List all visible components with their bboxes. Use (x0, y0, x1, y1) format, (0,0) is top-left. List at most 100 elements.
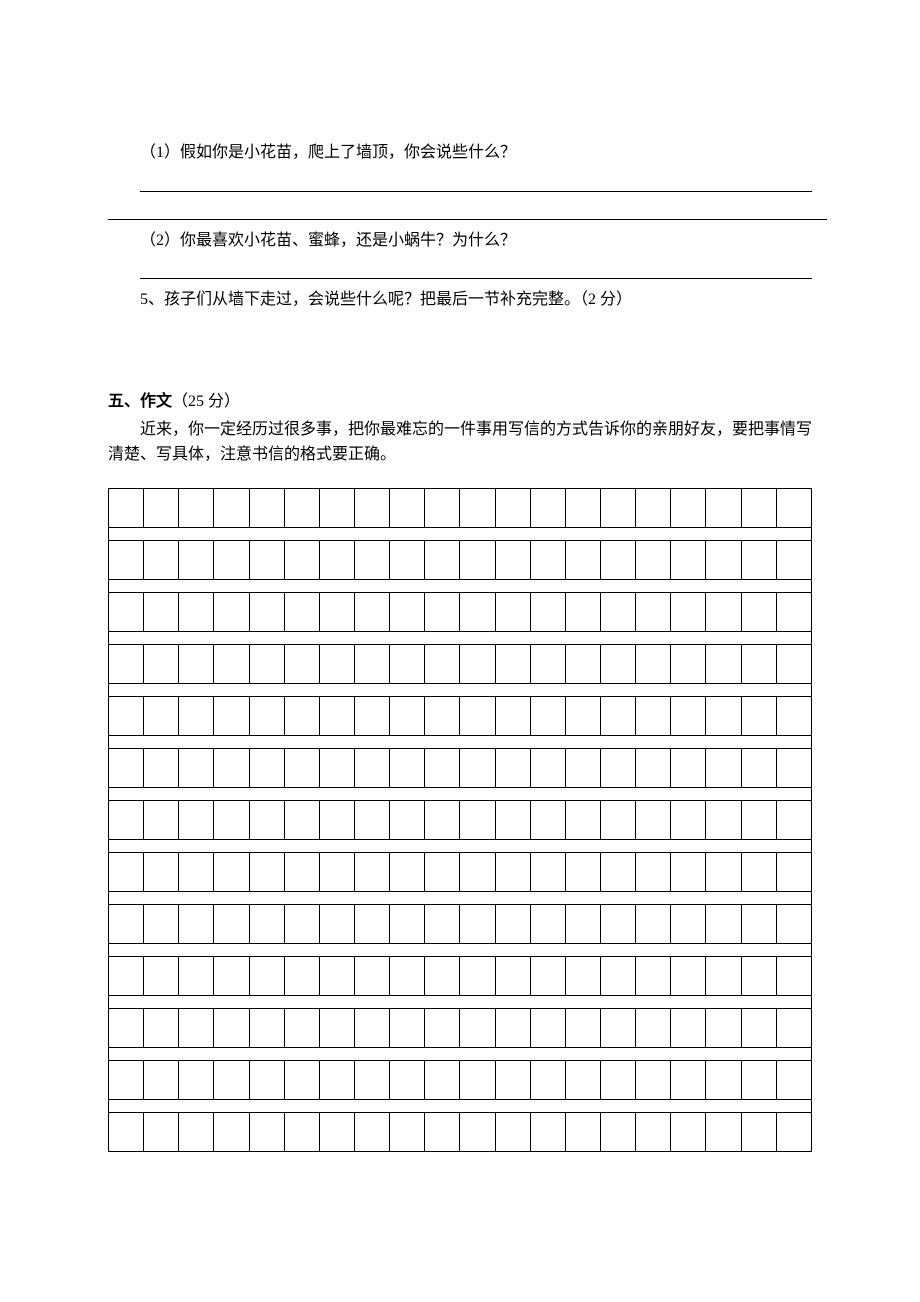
grid-cell (109, 748, 144, 787)
section-5-header: 五、作文（25 分） (108, 387, 812, 411)
grid-spacer-row (109, 735, 812, 748)
grid-cell (565, 800, 600, 839)
grid-cell (214, 644, 249, 683)
grid-cell (706, 540, 741, 579)
grid-spacer-row (109, 579, 812, 592)
grid-cell (354, 852, 389, 891)
grid-cell (706, 592, 741, 631)
grid-cell (600, 644, 635, 683)
grid-cell (319, 1112, 354, 1151)
vertical-spacer (108, 319, 812, 359)
grid-cell (319, 1060, 354, 1099)
question-2: （2）你最喜欢小花苗、蜜蜂，还是小蜗牛？为什么？ (108, 228, 812, 254)
grid-cell (284, 800, 319, 839)
grid-cell (425, 748, 460, 787)
grid-cell (354, 1008, 389, 1047)
grid-cell (144, 644, 179, 683)
grid-spacer-cell (109, 995, 812, 1008)
grid-cell (530, 956, 565, 995)
grid-cell (179, 1060, 214, 1099)
grid-spacer-cell (109, 1099, 812, 1112)
grid-cell (144, 488, 179, 527)
grid-cell (460, 800, 495, 839)
grid-cell (706, 904, 741, 943)
grid-spacer-cell (109, 527, 812, 540)
grid-cell (495, 644, 530, 683)
grid-cell (600, 904, 635, 943)
grid-cell (214, 956, 249, 995)
grid-cell (706, 1060, 741, 1099)
grid-cell (249, 748, 284, 787)
grid-spacer-row (109, 839, 812, 852)
grid-spacer-cell (109, 579, 812, 592)
grid-cell (671, 904, 706, 943)
grid-cell (530, 592, 565, 631)
grid-row (109, 800, 812, 839)
grid-spacer-row (109, 1099, 812, 1112)
grid-cell (214, 592, 249, 631)
grid-spacer-cell (109, 631, 812, 644)
grid-cell (249, 904, 284, 943)
grid-cell (249, 1060, 284, 1099)
grid-cell (354, 540, 389, 579)
grid-cell (179, 644, 214, 683)
grid-cell (354, 904, 389, 943)
grid-cell (741, 1112, 776, 1151)
grid-cell (144, 748, 179, 787)
grid-cell (354, 592, 389, 631)
grid-cell (284, 592, 319, 631)
grid-cell (530, 540, 565, 579)
grid-cell (706, 696, 741, 735)
grid-cell (144, 592, 179, 631)
grid-cell (636, 956, 671, 995)
grid-cell (741, 696, 776, 735)
grid-cell (354, 644, 389, 683)
grid-cell (706, 956, 741, 995)
grid-cell (776, 748, 811, 787)
grid-cell (776, 852, 811, 891)
grid-cell (741, 852, 776, 891)
grid-cell (636, 592, 671, 631)
grid-cell (600, 592, 635, 631)
grid-cell (636, 852, 671, 891)
grid-cell (249, 800, 284, 839)
grid-row (109, 904, 812, 943)
grid-cell (425, 852, 460, 891)
grid-cell (284, 748, 319, 787)
writing-grid (108, 488, 812, 1152)
grid-cell (600, 1060, 635, 1099)
grid-spacer-row (109, 787, 812, 800)
grid-cell (319, 540, 354, 579)
grid-cell (600, 540, 635, 579)
page-content: （1）假如你是小花苗，爬上了墙顶，你会说些什么？ （2）你最喜欢小花苗、蜜蜂，还… (0, 0, 920, 1152)
grid-row (109, 748, 812, 787)
grid-spacer-row (109, 891, 812, 904)
grid-cell (706, 488, 741, 527)
grid-cell (776, 1060, 811, 1099)
question-5: 5、孩子们从墙下走过，会说些什么呢？把最后一节补充完整。（2 分） (108, 287, 812, 313)
grid-cell (565, 696, 600, 735)
grid-cell (600, 852, 635, 891)
grid-row (109, 852, 812, 891)
grid-cell (319, 696, 354, 735)
grid-cell (460, 1008, 495, 1047)
grid-cell (214, 540, 249, 579)
grid-row (109, 696, 812, 735)
grid-cell (249, 488, 284, 527)
grid-cell (144, 540, 179, 579)
grid-cell (144, 800, 179, 839)
grid-cell (390, 540, 425, 579)
grid-cell (144, 696, 179, 735)
grid-cell (390, 1008, 425, 1047)
grid-cell (284, 904, 319, 943)
grid-cell (460, 1112, 495, 1151)
grid-cell (109, 592, 144, 631)
grid-cell (214, 696, 249, 735)
grid-cell (179, 592, 214, 631)
grid-cell (495, 904, 530, 943)
grid-cell (600, 1008, 635, 1047)
grid-cell (354, 800, 389, 839)
grid-cell (109, 644, 144, 683)
grid-cell (600, 800, 635, 839)
grid-cell (390, 1060, 425, 1099)
